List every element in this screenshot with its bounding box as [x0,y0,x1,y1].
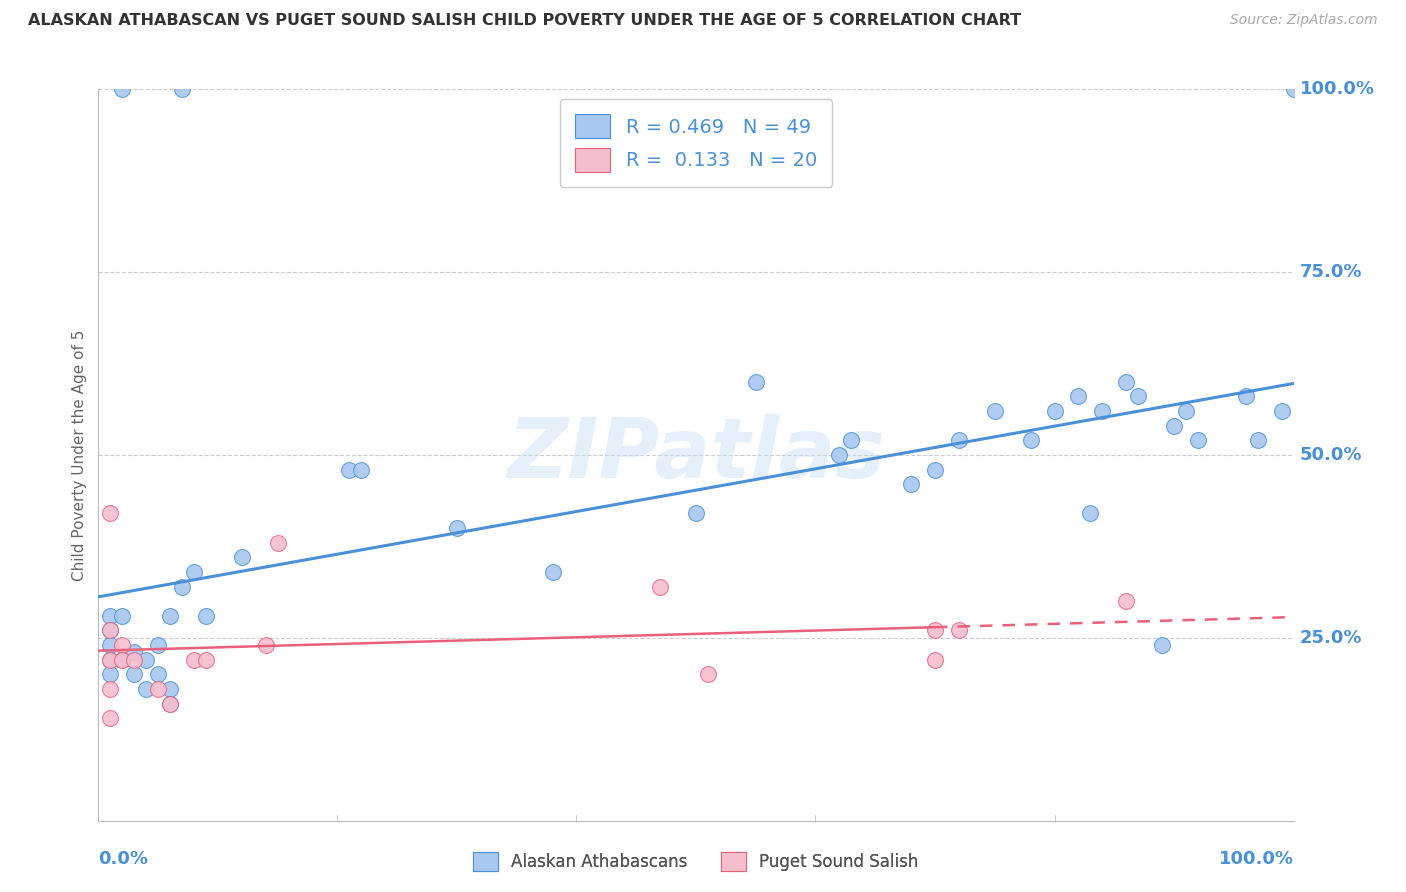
Text: 100.0%: 100.0% [1219,850,1294,868]
Point [135,681,157,696]
Point [124,653,146,667]
Point [172,82,194,96]
Text: ZIPatlas: ZIPatlas [508,415,884,495]
Y-axis label: Child Poverty Under the Age of 5: Child Poverty Under the Age of 5 [72,329,87,581]
Legend: Alaskan Athabascans, Puget Sound Salish: Alaskan Athabascans, Puget Sound Salish [467,846,925,878]
Point [98,624,122,638]
Point [1080,507,1102,521]
Point [159,608,181,623]
Point [98,681,122,696]
Point [98,608,122,623]
Point [1043,404,1066,418]
Point [1067,389,1090,403]
Point [1163,418,1185,433]
Point [924,462,946,476]
Point [697,667,720,681]
Point [159,697,181,711]
Point [98,638,122,652]
Point [111,82,134,96]
Point [446,521,468,535]
Point [111,653,134,667]
Point [1128,389,1150,403]
Text: 100.0%: 100.0% [1299,80,1375,98]
Point [183,653,205,667]
Point [148,638,170,652]
Point [98,667,122,681]
Point [172,580,194,594]
Point [148,667,170,681]
Point [1019,434,1042,448]
Point [1115,594,1137,608]
Point [231,550,253,565]
Point [1091,404,1114,418]
Text: ALASKAN ATHABASCAN VS PUGET SOUND SALISH CHILD POVERTY UNDER THE AGE OF 5 CORREL: ALASKAN ATHABASCAN VS PUGET SOUND SALISH… [28,13,1021,29]
Point [111,653,134,667]
Point [135,653,157,667]
Point [1282,82,1305,96]
Point [1187,434,1209,448]
Point [828,448,851,462]
Point [98,624,122,638]
Point [350,462,373,476]
Point [839,434,862,448]
Text: 75.0%: 75.0% [1299,263,1362,281]
Point [98,653,122,667]
Point [1175,404,1198,418]
Point [98,711,122,725]
Point [183,565,205,579]
Point [900,477,922,491]
Point [648,580,672,594]
Point [194,608,217,623]
Point [148,681,170,696]
Point [1246,434,1268,448]
Point [124,667,146,681]
Point [1150,638,1173,652]
Point [924,653,946,667]
Point [924,624,946,638]
Point [745,375,768,389]
Text: Source: ZipAtlas.com: Source: ZipAtlas.com [1230,13,1378,28]
Point [337,462,360,476]
Point [948,434,970,448]
Point [159,681,181,696]
Point [111,638,134,652]
Point [267,535,290,549]
Point [685,507,707,521]
Point [124,645,146,659]
Point [159,697,181,711]
Text: 25.0%: 25.0% [1299,629,1362,647]
Text: 0.0%: 0.0% [98,850,149,868]
Point [194,653,217,667]
Point [1271,404,1294,418]
Point [254,638,277,652]
Point [98,507,122,521]
Point [1234,389,1257,403]
Point [111,608,134,623]
Point [98,653,122,667]
Point [948,624,970,638]
Text: 50.0%: 50.0% [1299,446,1362,464]
Point [541,565,564,579]
Point [1115,375,1137,389]
Point [983,404,1005,418]
